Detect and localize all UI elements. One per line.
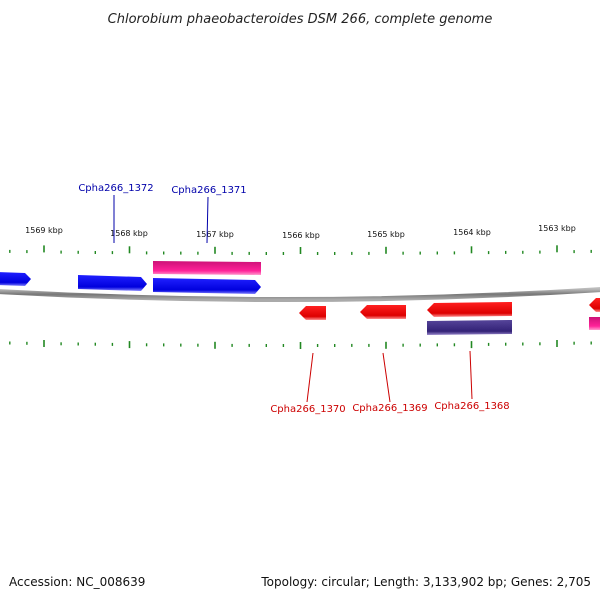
bottom-tick-row	[9, 340, 592, 349]
gene-label-cpha266-1368[interactable]: Cpha266_1368	[434, 401, 509, 412]
reverse-gene-labels: Cpha266_1370 Cpha266_1369 Cpha266_1368	[270, 350, 510, 415]
kbp-label-1565: 1565 kbp	[367, 230, 405, 239]
kbp-label-1566: 1566 kbp	[282, 231, 320, 240]
reverse-gene-arrow[interactable]	[589, 298, 600, 312]
gene-label-cpha266-1369[interactable]: Cpha266_1369	[352, 403, 427, 414]
kbp-label-1564: 1564 kbp	[453, 228, 491, 237]
forward-gene-arrow[interactable]	[0, 272, 31, 286]
gene-label-cpha266-1370[interactable]: Cpha266_1370	[270, 404, 345, 415]
reverse-strand-genes	[299, 298, 600, 335]
label-leader-line	[306, 352, 314, 403]
top-tick-row	[9, 245, 592, 255]
forward-gene-arrow[interactable]	[78, 275, 147, 291]
reverse-gene-arrow[interactable]	[360, 305, 406, 319]
reverse-gene-arrow[interactable]	[427, 302, 512, 317]
accession-text: Accession: NC_008639	[9, 575, 145, 589]
kbp-label-1568: 1568 kbp	[110, 229, 148, 238]
forward-strand-genes	[0, 261, 261, 294]
map-title: Chlorobium phaeobacteroides DSM 266, com…	[108, 12, 493, 27]
reverse-gene-arrow[interactable]	[299, 306, 326, 320]
label-leader-line	[382, 352, 391, 403]
forward-gene-arrow[interactable]	[153, 278, 261, 294]
kbp-label-1563: 1563 kbp	[538, 224, 576, 233]
reverse-rna-feature[interactable]	[589, 317, 600, 330]
kbp-labels: 1569 kbp 1568 kbp 1567 kbp 1566 kbp 1565…	[25, 224, 576, 240]
label-leader-line	[206, 196, 209, 244]
label-leader-line	[469, 350, 473, 400]
kbp-label-1569: 1569 kbp	[25, 226, 63, 235]
forward-gene-labels: Cpha266_1372 Cpha266_1371	[78, 183, 247, 244]
gene-label-cpha266-1372[interactable]: Cpha266_1372	[78, 183, 153, 194]
reverse-rna-feature[interactable]	[427, 320, 512, 335]
forward-rna-feature[interactable]	[153, 261, 261, 275]
genome-summary-text: Topology: circular; Length: 3,133,902 bp…	[260, 575, 591, 589]
genome-backbone	[0, 287, 600, 303]
gene-label-cpha266-1371[interactable]: Cpha266_1371	[171, 185, 246, 196]
kbp-label-1567: 1567 kbp	[196, 230, 234, 239]
